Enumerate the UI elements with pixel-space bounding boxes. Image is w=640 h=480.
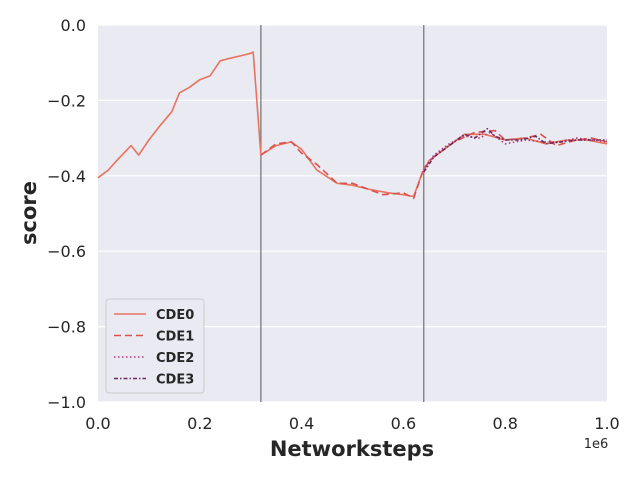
legend-label-cde1: CDE1 (156, 330, 194, 345)
y-tick-label: −0.4 (47, 167, 86, 186)
x-tick-label: 0.4 (289, 414, 314, 433)
y-tick-label: −0.8 (47, 318, 86, 337)
x-tick-label: 1.0 (594, 414, 619, 433)
x-axis-ticks: 0.0 0.2 0.4 0.6 0.8 1.0 (85, 414, 619, 433)
x-tick-label: 0.0 (85, 414, 110, 433)
x-tick-label: 0.8 (492, 414, 517, 433)
y-tick-label: −0.6 (47, 242, 86, 261)
legend-label-cde3: CDE3 (156, 373, 194, 388)
x-axis-title: Networksteps (270, 437, 434, 461)
legend-label-cde2: CDE2 (156, 351, 194, 366)
y-axis-ticks: 0.0 −0.2 −0.4 −0.6 −0.8 −1.0 (47, 16, 86, 412)
y-tick-label: 0.0 (61, 16, 86, 35)
legend-label-cde0: CDE0 (156, 308, 194, 323)
x-tick-label: 0.6 (391, 414, 416, 433)
x-axis-multiplier: 1e6 (584, 437, 609, 452)
y-tick-label: −0.2 (47, 91, 86, 110)
legend: CDE0 CDE1 CDE2 CDE3 (106, 299, 204, 393)
x-tick-label: 0.2 (187, 414, 212, 433)
y-tick-label: −1.0 (47, 393, 86, 412)
y-axis-title: score (17, 181, 41, 245)
